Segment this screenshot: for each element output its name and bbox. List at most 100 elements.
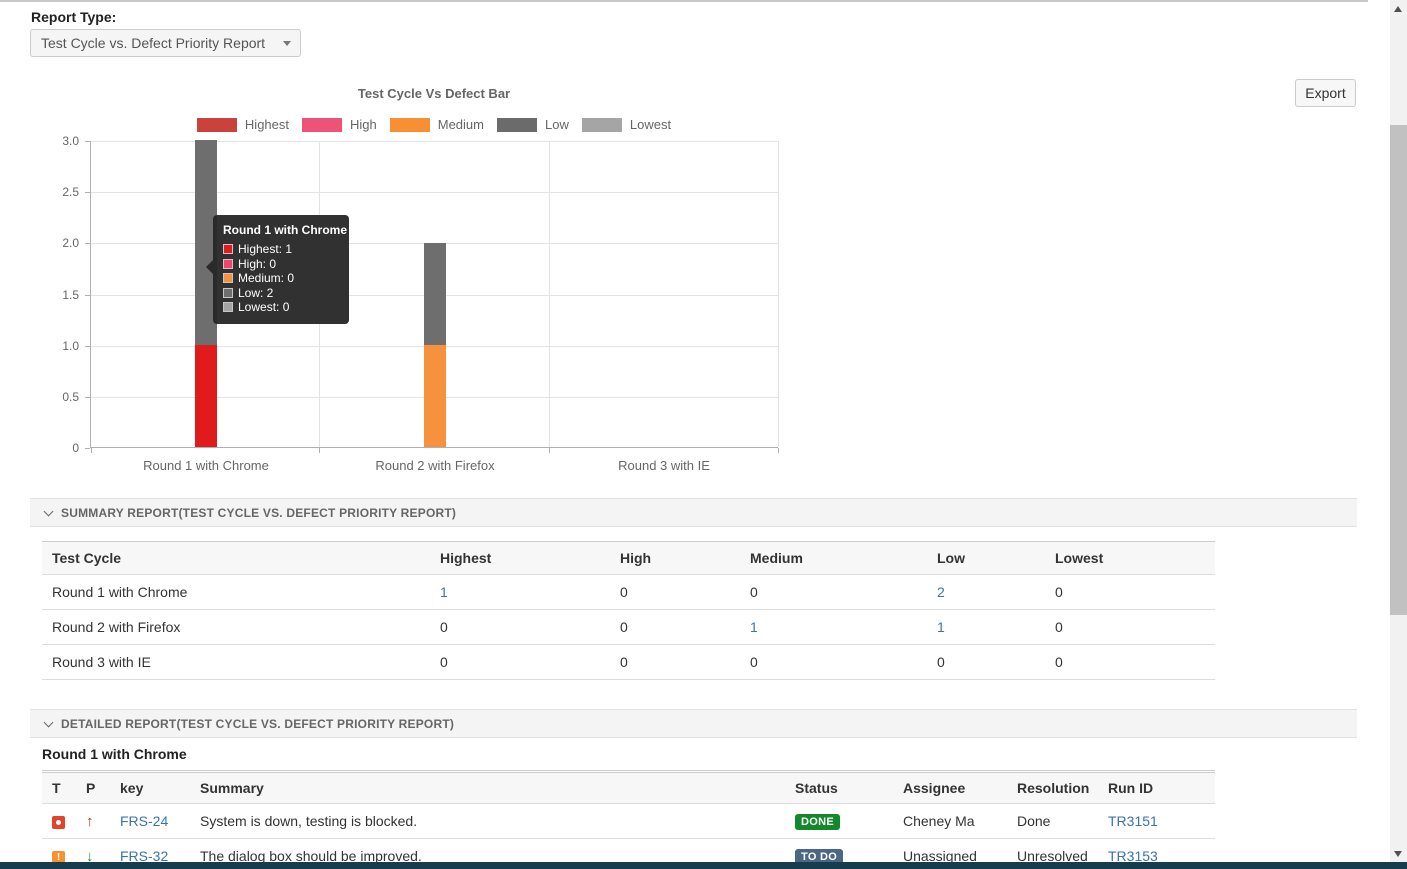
y-tick-mark [85, 295, 90, 296]
tooltip-item: Lowest: 0 [223, 300, 339, 315]
summary-count-cell[interactable]: 1 [927, 609, 1045, 645]
improvement-icon: ! [52, 850, 65, 864]
column-header-key: key [110, 772, 190, 804]
summary-section-title: SUMMARY REPORT(TEST CYCLE VS. DEFECT PRI… [61, 505, 457, 520]
scroll-thumb[interactable] [1390, 125, 1407, 615]
triangle-down-icon [1394, 851, 1402, 857]
y-axis-label: 0 [72, 441, 79, 455]
detailed-section-title: DETAILED REPORT(TEST CYCLE VS. DEFECT PR… [61, 716, 455, 731]
column-header-type: T [42, 772, 76, 804]
chart-title: Test Cycle Vs Defect Bar [357, 86, 511, 101]
priority-low-icon: ↓ [86, 847, 94, 865]
y-tick-mark [85, 397, 90, 398]
run-id-link[interactable]: TR3153 [1108, 848, 1158, 864]
y-gridline [91, 141, 778, 142]
summary-count-cell: 0 [610, 644, 740, 680]
column-header-status: Status [785, 772, 893, 804]
legend-item-medium[interactable]: Medium [389, 117, 484, 132]
summary-count-cell: 0 [610, 609, 740, 645]
tooltip-items: Highest: 1 High: 0 Medium: 0 Low: 2 Lowest: … [223, 242, 339, 315]
legend-item-low[interactable]: Low [497, 117, 569, 132]
priority-highest-icon: ↑ [86, 812, 94, 830]
summary-row: Round 1 with Chrome 1 0 0 2 0 [42, 574, 1215, 610]
tooltip-label: Low: 2 [238, 285, 274, 300]
tooltip-label: High: 0 [238, 256, 277, 271]
summary-count-cell: 0 [1045, 609, 1215, 645]
column-header-highest: Highest [430, 541, 610, 575]
bar-segment-medium[interactable] [424, 345, 446, 447]
summary-count-cell[interactable]: 2 [927, 574, 1045, 610]
tooltip-swatch [223, 273, 233, 284]
tooltip-item: Low: 2 [223, 286, 339, 301]
y-gridline [91, 192, 778, 193]
column-header-priority: P [76, 772, 110, 804]
x-tick-mark [91, 448, 92, 453]
summary-count-cell: 0 [610, 574, 740, 610]
report-type-dropdown[interactable]: Test Cycle vs. Defect Priority Report [30, 29, 301, 57]
y-tick-mark [85, 448, 90, 449]
summary-count-cell[interactable]: 1 [430, 574, 610, 610]
tooltip-swatch [223, 302, 233, 313]
summary-count-cell: 0 [1045, 574, 1215, 610]
vertical-scrollbar[interactable] [1390, 0, 1407, 869]
tooltip-swatch [223, 258, 233, 269]
summary-cycle-cell: Round 1 with Chrome [42, 574, 430, 610]
detailed-section-header[interactable]: DETAILED REPORT(TEST CYCLE VS. DEFECT PR… [30, 709, 1357, 738]
x-gridline [778, 141, 779, 447]
run-id-link[interactable]: TR3151 [1108, 813, 1158, 829]
summary-section-header[interactable]: SUMMARY REPORT(TEST CYCLE VS. DEFECT PRI… [30, 498, 1357, 527]
summary-count-cell: 0 [927, 644, 1045, 680]
scroll-up-button[interactable] [1390, 0, 1407, 17]
summary-cycle-cell: Round 2 with Firefox [42, 609, 430, 645]
x-tick-mark [549, 448, 550, 453]
y-tick-mark [85, 141, 90, 142]
x-axis-label: Round 2 with Firefox [375, 458, 495, 473]
summary-count-cell: 0 [740, 644, 927, 680]
y-axis-label: 2.5 [62, 185, 79, 199]
legend-item-highest[interactable]: Highest [196, 117, 289, 132]
tooltip-swatch [223, 287, 233, 298]
summary-table: Test Cycle Highest High Medium Low Lowes… [42, 541, 1215, 680]
column-header-high: High [610, 541, 740, 575]
bar-segment-highest[interactable] [195, 345, 217, 447]
column-header-assignee: Assignee [893, 772, 1007, 804]
tooltip-item: Highest: 1 [223, 242, 339, 257]
summary-count-cell[interactable]: 1 [740, 609, 927, 645]
export-button[interactable]: Export [1295, 79, 1356, 107]
column-header-resolution: Resolution [1007, 772, 1098, 804]
y-axis-label: 1.5 [62, 288, 79, 302]
tooltip-label: Medium: 0 [238, 271, 295, 285]
issue-key-link[interactable]: FRS-24 [120, 813, 169, 829]
tooltip-label: Highest: 1 [238, 242, 293, 256]
bar-segment-low[interactable] [195, 140, 217, 345]
bar-segment-low[interactable] [424, 243, 446, 345]
y-axis-label: 0.5 [62, 390, 79, 404]
legend-swatch [389, 117, 430, 132]
legend-label: Low [545, 117, 569, 132]
column-header-low: Low [927, 541, 1045, 575]
scroll-down-button[interactable] [1390, 845, 1407, 862]
legend-swatch [196, 117, 237, 132]
chart-tooltip: Round 1 with Chrome Highest: 1 High: 0 Med… [206, 215, 349, 324]
x-tick-mark [319, 448, 320, 453]
issue-key-link[interactable]: FRS-32 [120, 848, 169, 864]
legend-item-lowest[interactable]: Lowest [581, 117, 671, 132]
y-tick-mark [85, 346, 90, 347]
issue-summary: System is down, testing is blocked. [190, 803, 785, 839]
chevron-down-icon [43, 506, 54, 516]
legend-item-high[interactable]: High [302, 117, 377, 132]
status-badge: TO DO [795, 849, 844, 865]
y-axis-label: 3.0 [62, 134, 79, 148]
summary-count-cell: 0 [740, 574, 927, 610]
resolution: Done [1007, 803, 1098, 839]
summary-count-cell: 0 [430, 609, 610, 645]
cycle-heading: Round 1 with Chrome [42, 746, 1215, 771]
legend-label: High [350, 117, 377, 132]
column-header-medium: Medium [740, 541, 927, 575]
chart-legend: Highest High Medium Low Lowest [90, 117, 778, 132]
tooltip-label: Lowest: 0 [238, 300, 290, 314]
x-tick-mark [778, 448, 779, 453]
caret-down-icon [283, 41, 291, 46]
summary-row: Round 2 with Firefox 0 0 1 1 0 [42, 609, 1215, 645]
y-axis-label: 1.0 [62, 339, 79, 353]
